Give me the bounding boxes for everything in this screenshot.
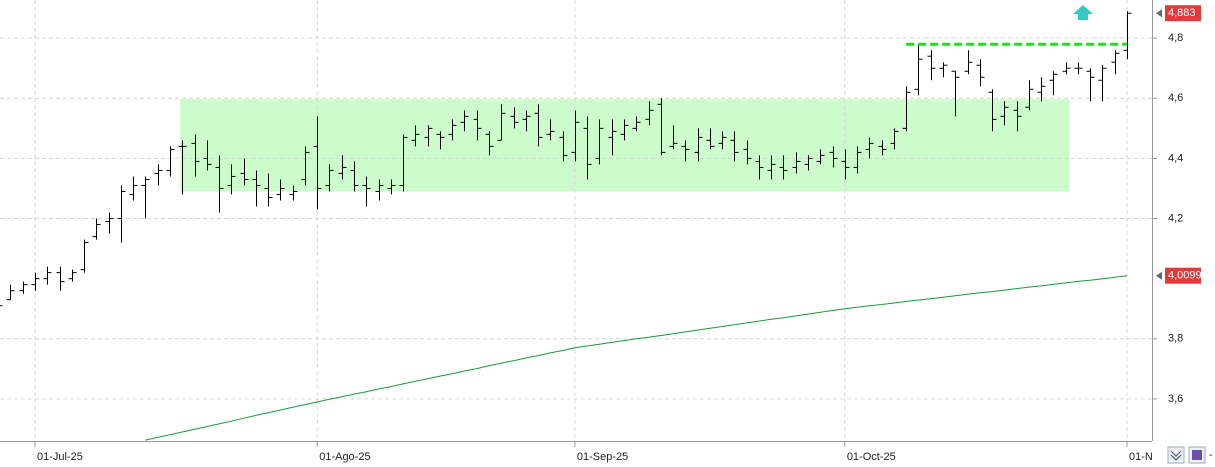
collapse-button[interactable] (1167, 446, 1185, 464)
y-tick-label: 4,8 (1168, 32, 1183, 44)
up-arrow-icon (1073, 5, 1093, 20)
y-tick-label: 4,6 (1168, 92, 1183, 104)
last-price-pointer (1156, 9, 1162, 18)
last-price-box (1165, 5, 1201, 22)
plot-layer (0, 11, 1132, 441)
consolidation-zone (180, 99, 1070, 192)
save-icon (1192, 450, 1202, 460)
ma-price-box (1165, 267, 1201, 284)
ma-price-text: 4,0099 (1168, 270, 1202, 282)
ma-price-pointer (1156, 271, 1162, 280)
moving-average-line (145, 275, 1128, 441)
x-tick-label: 01-Oct-25 (847, 451, 896, 463)
x-tick-label: 01-Ago-25 (319, 451, 370, 463)
more-indicator: - (1209, 449, 1213, 461)
grid-layer (0, 0, 1152, 441)
x-tick-label: 01-Jul-25 (37, 451, 83, 463)
x-tick-label: 01-Sep-25 (577, 451, 628, 463)
y-tick-label: 3,8 (1168, 333, 1183, 345)
last-price-text: 4,883 (1168, 7, 1196, 19)
y-tick-label: 3,6 (1168, 393, 1183, 405)
axis-layer: 3,6 3,8 4,2 4,4 4,6 4,8 01-Jul-25 01-Ago-25 01-S… (34, 5, 1202, 463)
collapse-icon (1170, 450, 1182, 461)
zone-layer (180, 99, 1070, 192)
y-tick-label: 4,2 (1168, 212, 1183, 224)
y-tick-label: 4,4 (1168, 152, 1183, 164)
x-tick-label: 01-N (1129, 451, 1153, 463)
